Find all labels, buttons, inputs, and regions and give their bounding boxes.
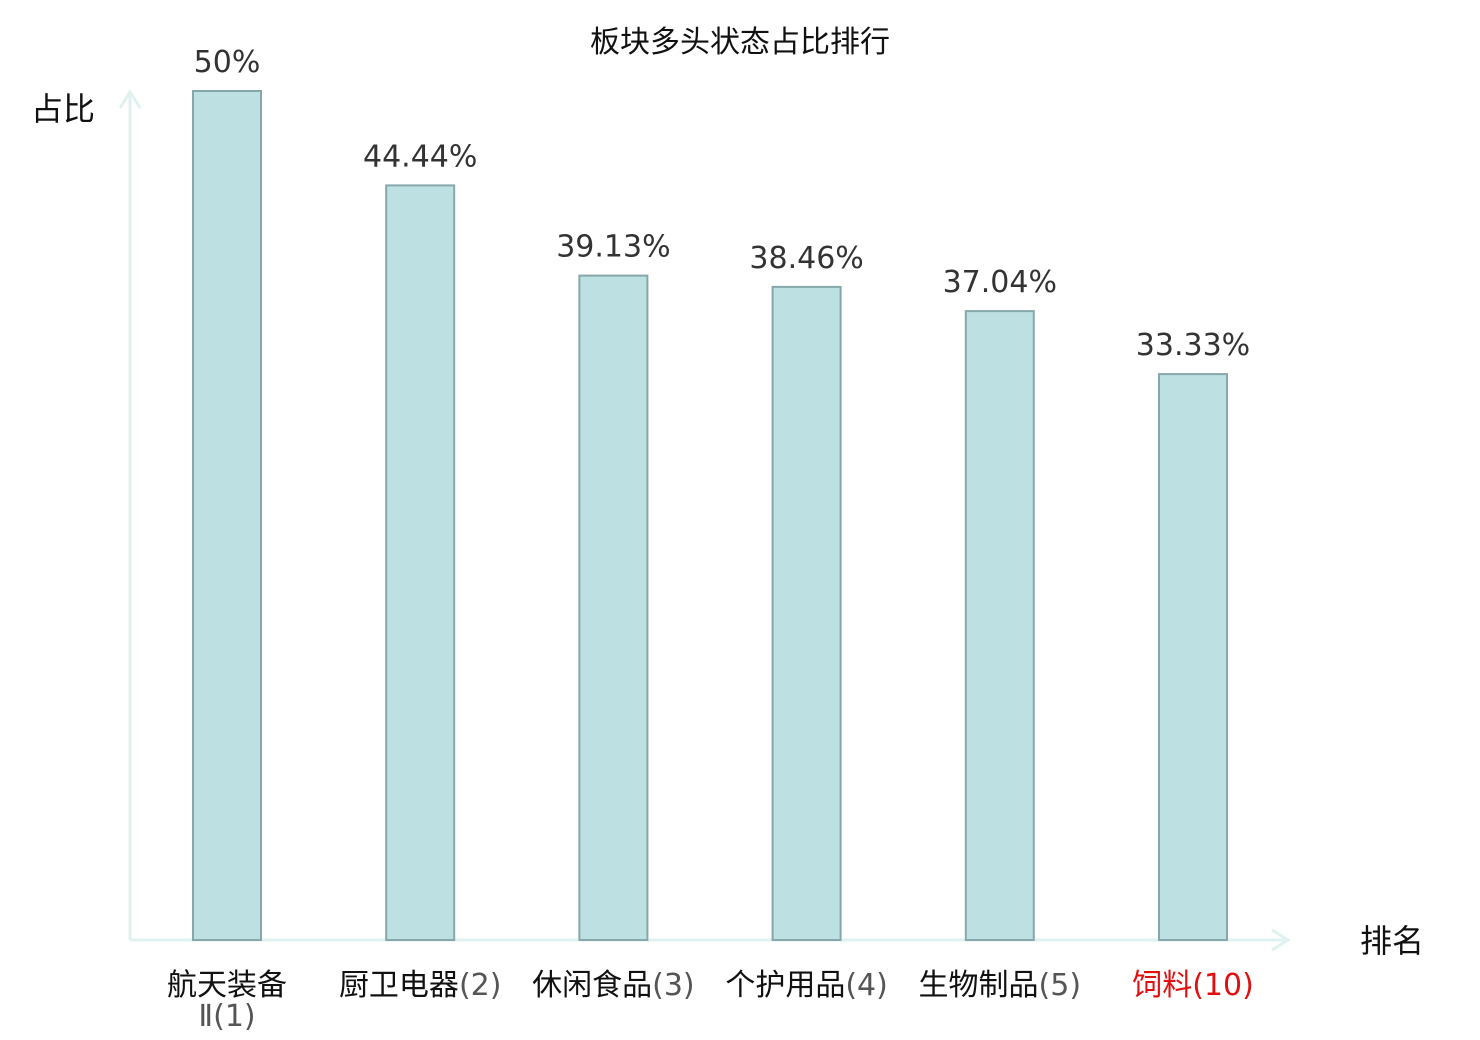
x-tick-rank-2: (2) — [459, 968, 502, 1003]
bar-5 — [964, 310, 1035, 942]
x-tick-name-3: 休闲食品 — [532, 968, 652, 1003]
x-tick-label-5: 生物制品(5) — [919, 968, 1082, 1003]
value-label-6: 33.33% — [1136, 328, 1250, 363]
bar-1 — [192, 90, 262, 941]
value-label-5: 37.04% — [943, 265, 1057, 300]
chart-title: 板块多头状态占比排行 — [590, 25, 890, 60]
value-label-3: 39.13% — [556, 230, 670, 265]
y-axis-title: 占比 — [31, 90, 95, 128]
bar-2 — [385, 184, 456, 941]
bar-4 — [771, 285, 842, 941]
x-tick-name-2: 厨卫电器 — [339, 968, 459, 1003]
bar-6 — [1158, 373, 1228, 942]
value-label-2: 44.44% — [363, 139, 477, 174]
x-tick-name-4: 个护用品 — [725, 968, 845, 1003]
x-tick-label-3: 休闲食品(3) — [532, 968, 695, 1003]
x-tick-label-4: 个护用品(4) — [725, 968, 888, 1003]
bars — [192, 90, 1228, 942]
x-tick-rank-4: (4) — [845, 968, 888, 1003]
x-tick-name-5: 生物制品 — [919, 968, 1039, 1003]
x-tick-label-6: 饲料(10) — [1132, 968, 1254, 1003]
value-label-1: 50% — [194, 45, 261, 80]
x-axis-arrow — [1271, 928, 1291, 952]
value-label-4: 38.46% — [749, 241, 863, 276]
y-axis-arrow — [118, 89, 142, 109]
x-tick-label-2: 厨卫电器(2) — [339, 968, 502, 1003]
x-tick-label-1-line-1: 航天装备 — [167, 968, 287, 1003]
x-tick-name-6: 饲料 — [1132, 968, 1192, 1003]
axes — [118, 89, 1291, 952]
x-tick-rank-3: (3) — [652, 968, 695, 1003]
bar-3 — [578, 274, 649, 942]
x-tick-rank-6: (10) — [1192, 968, 1254, 1003]
x-tick-label-1-line-2: Ⅱ(1) — [198, 999, 255, 1034]
x-tick-rank-5: (5) — [1039, 968, 1082, 1003]
value-labels: 50% 44.44% 39.13% 38.46% 37.04% 33.33% — [194, 45, 1251, 363]
x-axis-title: 排名 — [1360, 922, 1424, 960]
